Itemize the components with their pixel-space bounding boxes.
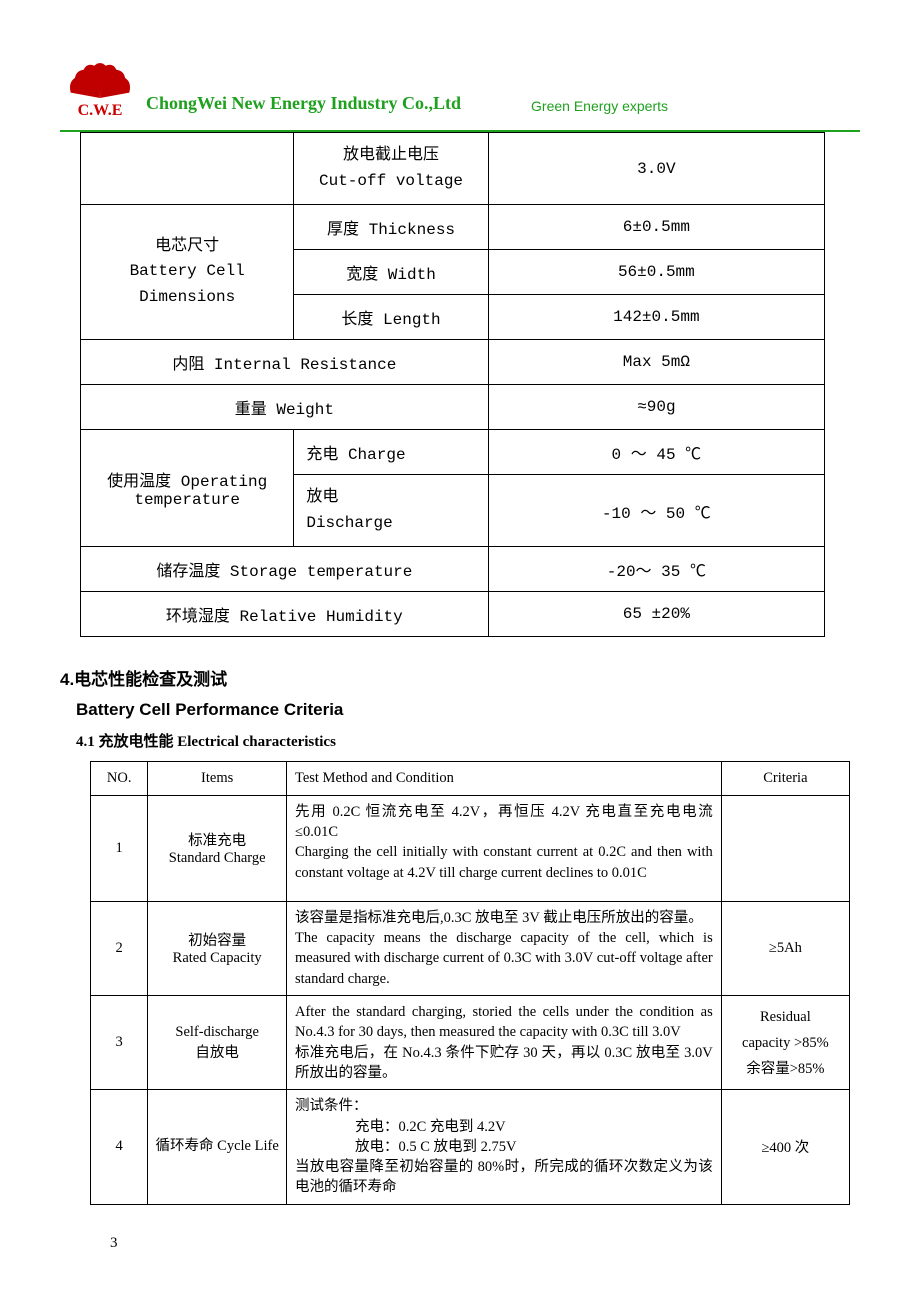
- letterhead: C.W.E ChongWei New Energy Industry Co.,L…: [60, 60, 860, 120]
- discharge-value: -10 ～ 50 ℃: [488, 475, 824, 547]
- col-no: NO.: [91, 762, 148, 795]
- cutoff-label: 放电截止电压 Cut-off voltage: [294, 133, 488, 205]
- cell-criteria: ≥400 次: [721, 1090, 849, 1204]
- cell-method: 先用 0.2C 恒流充电至 4.2V，再恒压 4.2V 充电直至充电电流≤0.0…: [286, 795, 721, 901]
- performance-table: NO. Items Test Method and Condition Crit…: [90, 761, 850, 1204]
- col-method: Test Method and Condition: [286, 762, 721, 795]
- cell-criteria: Residual capacity >85% 余容量>85%: [721, 996, 849, 1090]
- col-criteria: Criteria: [721, 762, 849, 795]
- humidity-label: 环境湿度 Relative Humidity: [81, 592, 489, 637]
- weight-value: ≈90g: [488, 385, 824, 430]
- table-row: 3 Self-discharge 自放电 After the standard …: [91, 996, 850, 1090]
- page-number: 3: [110, 1235, 860, 1252]
- discharge-label: 放电 Discharge: [294, 475, 488, 547]
- cell-method: After the standard charging, storied the…: [286, 996, 721, 1090]
- table-row: 放电截止电压 Cut-off voltage 3.0V: [81, 133, 825, 205]
- charge-value: 0 ～ 45 ℃: [488, 430, 824, 475]
- logo: C.W.E: [60, 60, 140, 120]
- cell-no: 2: [91, 901, 148, 995]
- spec-table: 放电截止电压 Cut-off voltage 3.0V 电芯尺寸 Battery…: [80, 132, 825, 637]
- table-header-row: NO. Items Test Method and Condition Crit…: [91, 762, 850, 795]
- charge-label: 充电 Charge: [294, 430, 488, 475]
- table-row: 重量 Weight ≈90g: [81, 385, 825, 430]
- humidity-value: 65 ±20%: [488, 592, 824, 637]
- length-label: 长度 Length: [294, 295, 488, 340]
- cell-no: 3: [91, 996, 148, 1090]
- logo-icon: [70, 60, 130, 100]
- table-row: 电芯尺寸 Battery Cell Dimensions 厚度 Thicknes…: [81, 205, 825, 250]
- optemp-label: 使用温度 Operating temperature: [81, 430, 294, 547]
- cell-item: 标准充电 Standard Charge: [148, 795, 287, 901]
- ir-label: 内阻 Internal Resistance: [81, 340, 489, 385]
- cell-item: 循环寿命 Cycle Life: [148, 1090, 287, 1204]
- section-4-subtitle: Battery Cell Performance Criteria: [76, 700, 860, 720]
- cutoff-value: 3.0V: [488, 133, 824, 205]
- col-items: Items: [148, 762, 287, 795]
- table-row: 1 标准充电 Standard Charge 先用 0.2C 恒流充电至 4.2…: [91, 795, 850, 901]
- table-row: 使用温度 Operating temperature 充电 Charge 0 ～…: [81, 430, 825, 475]
- cell-criteria: [721, 795, 849, 901]
- ir-value: Max 5mΩ: [488, 340, 824, 385]
- table-row: 2 初始容量 Rated Capacity 该容量是指标准充电后,0.3C 放电…: [91, 901, 850, 995]
- table-row: 内阻 Internal Resistance Max 5mΩ: [81, 340, 825, 385]
- section-4-1-title: 4.1 充放电性能 Electrical characteristics: [76, 730, 860, 751]
- table-row: 环境湿度 Relative Humidity 65 ±20%: [81, 592, 825, 637]
- storage-value: -20～ 35 ℃: [488, 547, 824, 592]
- cell-method: 测试条件： 充电：0.2C 充电到 4.2V 放电：0.5 C 放电到 2.75…: [286, 1090, 721, 1204]
- cell-no: 1: [91, 795, 148, 901]
- weight-label: 重量 Weight: [81, 385, 489, 430]
- storage-label: 储存温度 Storage temperature: [81, 547, 489, 592]
- company-name: ChongWei New Energy Industry Co.,Ltd: [146, 93, 461, 114]
- cell-item: 初始容量 Rated Capacity: [148, 901, 287, 995]
- dimensions-label: 电芯尺寸 Battery Cell Dimensions: [81, 205, 294, 340]
- table-row: 储存温度 Storage temperature -20～ 35 ℃: [81, 547, 825, 592]
- thickness-value: 6±0.5mm: [488, 205, 824, 250]
- section-4-title: 4.电芯性能检查及测试: [60, 665, 860, 690]
- logo-text: C.W.E: [60, 102, 140, 120]
- width-label: 宽度 Width: [294, 250, 488, 295]
- tagline: Green Energy experts: [531, 98, 668, 114]
- width-value: 56±0.5mm: [488, 250, 824, 295]
- length-value: 142±0.5mm: [488, 295, 824, 340]
- cell-item: Self-discharge 自放电: [148, 996, 287, 1090]
- table-row: 4 循环寿命 Cycle Life 测试条件： 充电：0.2C 充电到 4.2V…: [91, 1090, 850, 1204]
- cell-method: 该容量是指标准充电后,0.3C 放电至 3V 截止电压所放出的容量。 The c…: [286, 901, 721, 995]
- thickness-label: 厚度 Thickness: [294, 205, 488, 250]
- cell-criteria: ≥5Ah: [721, 901, 849, 995]
- cell-no: 4: [91, 1090, 148, 1204]
